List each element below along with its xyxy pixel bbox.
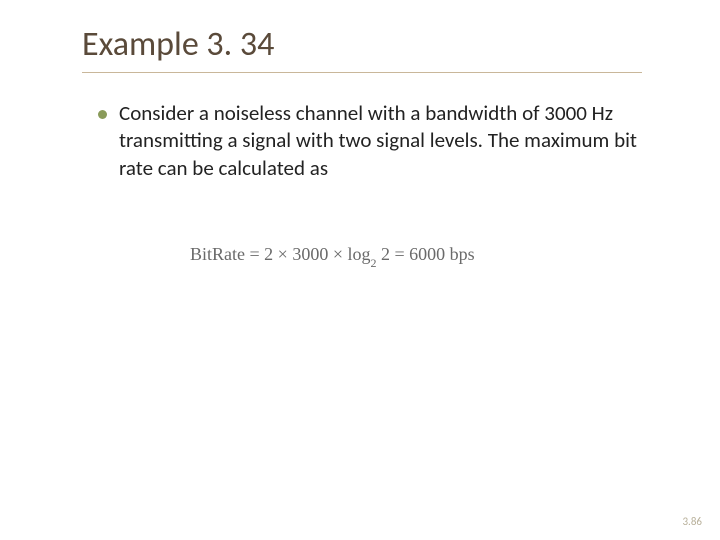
formula-unit: bps (445, 244, 475, 264)
formula-eq2: = (390, 244, 409, 264)
formula-f1: 2 (264, 244, 273, 264)
formula-times1: × (273, 244, 292, 264)
slide-title: Example 3. 34 (82, 24, 274, 65)
formula-lhs: BitRate (190, 244, 245, 264)
formula-eq: = (245, 244, 264, 264)
formula-f2: 3000 (292, 244, 328, 264)
formula-log-base: 2 (370, 256, 376, 270)
formula-times2: × (328, 244, 347, 264)
formula-log: log (347, 244, 370, 264)
page-number: 3.86 (682, 515, 702, 528)
page-prefix: 3. (682, 515, 690, 528)
bullet-item: Consider a noiseless channel with a band… (98, 100, 648, 182)
formula: BitRate = 2 × 3000 × log2 2 = 6000 bps (190, 244, 475, 269)
bullet-dot-icon (98, 110, 107, 119)
formula-result: 6000 (409, 244, 445, 264)
title-underline (82, 72, 642, 73)
slide: Example 3. 34 Consider a noiseless chann… (0, 0, 720, 540)
page-num: 86 (691, 515, 702, 528)
formula-log-arg: 2 (376, 244, 390, 264)
bullet-text: Consider a noiseless channel with a band… (119, 100, 648, 182)
